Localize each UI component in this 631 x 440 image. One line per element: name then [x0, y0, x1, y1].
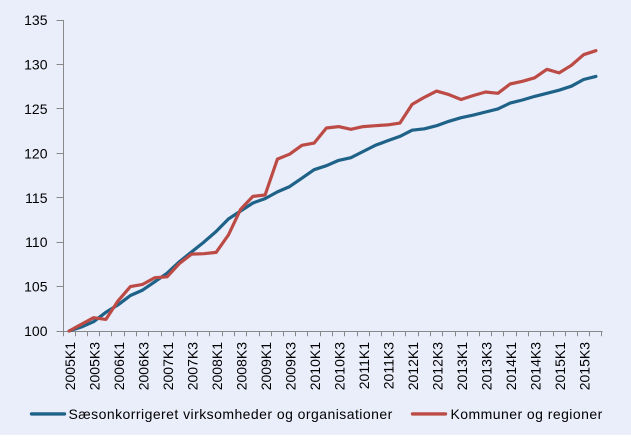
svg-text:2006K1: 2006K1 — [111, 342, 127, 390]
svg-text:2015K3: 2015K3 — [577, 342, 593, 390]
svg-text:120: 120 — [24, 145, 48, 161]
svg-text:2011K3: 2011K3 — [381, 342, 397, 389]
svg-text:2005K1: 2005K1 — [62, 342, 78, 390]
svg-text:2005K3: 2005K3 — [87, 342, 103, 390]
svg-text:2013K1: 2013K1 — [454, 342, 470, 390]
svg-text:Sæsonkorrigeret virksomheder o: Sæsonkorrigeret virksomheder og organisa… — [69, 406, 393, 422]
svg-text:2007K1: 2007K1 — [160, 342, 176, 390]
svg-text:2010K1: 2010K1 — [307, 342, 323, 390]
svg-text:2009K3: 2009K3 — [283, 342, 299, 390]
svg-text:2012K1: 2012K1 — [405, 342, 421, 390]
svg-text:100: 100 — [24, 323, 48, 339]
svg-text:2012K3: 2012K3 — [430, 342, 446, 390]
svg-text:2007K3: 2007K3 — [185, 342, 201, 390]
svg-text:110: 110 — [25, 234, 48, 250]
svg-text:130: 130 — [24, 57, 48, 73]
svg-text:125: 125 — [24, 101, 48, 117]
svg-text:2011K1: 2011K1 — [356, 342, 372, 389]
svg-text:Kommuner og regioner: Kommuner og regioner — [451, 406, 603, 422]
svg-text:2014K1: 2014K1 — [503, 342, 519, 390]
svg-text:2014K3: 2014K3 — [528, 342, 544, 390]
svg-text:2013K3: 2013K3 — [479, 342, 495, 390]
svg-text:2009K1: 2009K1 — [258, 342, 274, 390]
svg-text:2008K1: 2008K1 — [209, 342, 225, 390]
svg-text:105: 105 — [24, 279, 48, 295]
svg-text:2015K1: 2015K1 — [552, 342, 568, 390]
svg-text:2010K3: 2010K3 — [332, 342, 348, 390]
svg-text:135: 135 — [24, 12, 48, 28]
svg-text:2008K3: 2008K3 — [234, 342, 250, 390]
svg-text:115: 115 — [25, 190, 48, 206]
svg-text:2006K3: 2006K3 — [136, 342, 152, 390]
